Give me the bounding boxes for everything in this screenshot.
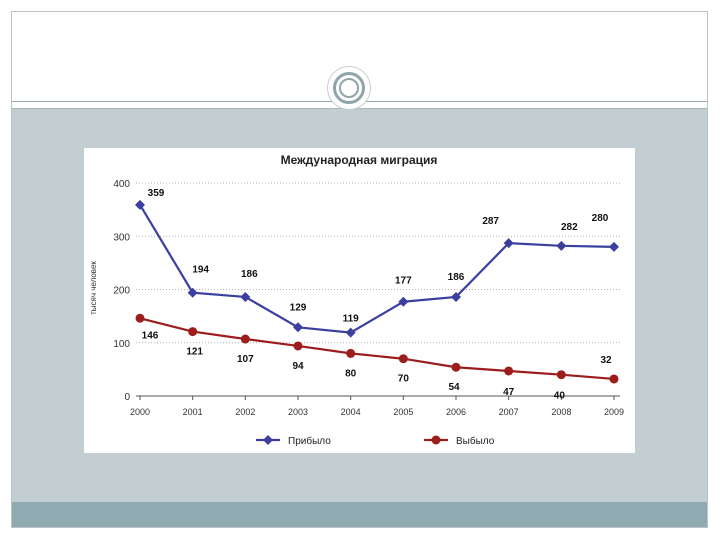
x-tick-label: 2000 <box>130 407 150 417</box>
circle-ornament-icon <box>327 66 371 110</box>
data-label: 119 <box>343 314 360 325</box>
data-point <box>188 327 198 337</box>
chart-title: Международная миграция <box>281 153 438 167</box>
x-tick-label: 2004 <box>341 407 361 417</box>
data-label: 186 <box>241 269 258 280</box>
x-tick-label: 2009 <box>604 407 624 417</box>
bottom-band <box>12 502 707 527</box>
data-point <box>609 241 619 252</box>
data-label: 80 <box>345 368 357 379</box>
x-tick-label: 2006 <box>446 407 466 417</box>
data-label: 121 <box>186 347 203 358</box>
y-tick-label: 0 <box>124 392 130 403</box>
content-divider <box>12 108 707 109</box>
data-point <box>451 362 461 372</box>
data-point <box>187 287 198 298</box>
data-point <box>556 370 566 380</box>
data-point <box>345 327 356 338</box>
chart-panel: Международная миграция тысяч человек 0 10… <box>84 148 635 453</box>
x-tick-label: 2002 <box>235 407 255 417</box>
data-label: 47 <box>503 387 515 398</box>
data-point <box>293 322 303 333</box>
data-point <box>451 291 461 302</box>
data-label: 129 <box>290 302 307 313</box>
data-point <box>398 296 409 307</box>
data-label: 287 <box>482 216 499 227</box>
x-tick-label: 2007 <box>499 407 519 417</box>
data-label: 177 <box>395 276 412 287</box>
data-point <box>609 374 619 384</box>
data-point <box>293 341 303 351</box>
x-tick-label: 2003 <box>288 407 308 417</box>
legend-label: Прибыло <box>288 435 331 447</box>
data-point <box>240 334 250 344</box>
data-point <box>556 240 567 251</box>
series-line-1 <box>139 204 615 334</box>
data-point <box>240 291 251 302</box>
data-label: 70 <box>398 374 410 385</box>
data-label: 186 <box>448 272 465 283</box>
data-point <box>135 313 145 323</box>
data-point <box>504 366 514 376</box>
legend-marker <box>431 435 441 445</box>
data-point <box>135 199 145 210</box>
data-label: 359 <box>148 188 165 199</box>
series-line-2 <box>139 317 615 381</box>
migration-chart: Международная миграция тысяч человек 0 10… <box>89 153 624 447</box>
data-label: 94 <box>292 361 304 372</box>
data-label: 54 <box>448 382 460 393</box>
data-point <box>346 348 356 358</box>
data-label: 32 <box>600 355 612 366</box>
y-tick-label: 200 <box>113 286 130 297</box>
y-axis-label: тысяч человек <box>89 261 98 315</box>
data-label: 194 <box>192 265 209 276</box>
legend-marker <box>263 435 273 445</box>
data-label: 280 <box>592 213 609 224</box>
x-tick-label: 2005 <box>393 407 413 417</box>
data-point <box>503 238 514 249</box>
data-label: 282 <box>561 222 578 233</box>
data-label: 107 <box>237 354 254 365</box>
y-tick-label: 100 <box>113 339 130 350</box>
data-label: 40 <box>554 391 566 402</box>
legend-label: Выбыло <box>456 435 495 447</box>
x-tick-label: 2008 <box>551 407 571 417</box>
data-label: 146 <box>142 330 159 341</box>
x-tick-label: 2001 <box>183 407 203 417</box>
data-point <box>398 354 408 364</box>
y-tick-label: 400 <box>113 179 130 190</box>
y-tick-label: 300 <box>113 232 130 243</box>
